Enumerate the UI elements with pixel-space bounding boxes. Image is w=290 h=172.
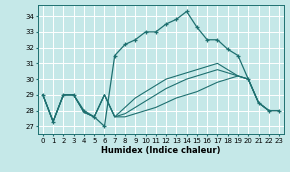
X-axis label: Humidex (Indice chaleur): Humidex (Indice chaleur) [101,146,221,155]
